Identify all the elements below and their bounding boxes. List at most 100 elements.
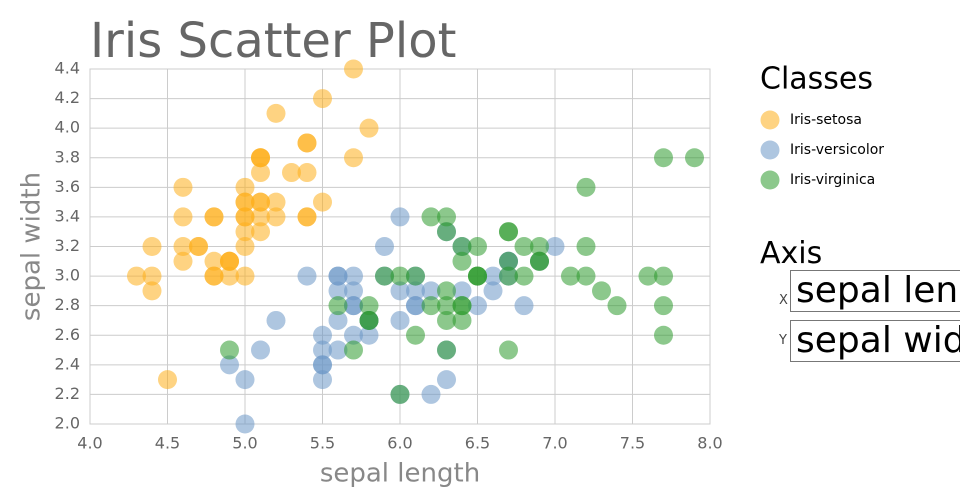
point: [204, 207, 224, 227]
point: [235, 177, 255, 197]
point: [266, 207, 286, 227]
point: [313, 370, 332, 390]
point: [452, 237, 472, 256]
point: [297, 266, 317, 286]
point: [437, 296, 456, 316]
x-tick-label: 7.5: [620, 434, 645, 453]
y-tick-label: 4.2: [55, 88, 80, 107]
point: [483, 266, 503, 286]
point: [344, 266, 363, 286]
point: [142, 237, 162, 256]
point: [328, 296, 348, 316]
point: [127, 266, 146, 286]
point: [375, 266, 394, 286]
point: [344, 325, 363, 345]
point: [251, 222, 270, 242]
y-tick-label: 3.6: [55, 177, 80, 196]
point: [220, 266, 239, 286]
legend-label: Iris-setosa: [790, 112, 862, 128]
point: [499, 340, 518, 360]
point: [437, 281, 456, 301]
point: [514, 296, 534, 316]
point: [421, 281, 441, 301]
point: [421, 296, 441, 316]
point: [235, 222, 255, 242]
point: [173, 177, 193, 197]
point: [282, 163, 301, 183]
x-field-label: X: [779, 293, 788, 308]
point: [561, 266, 580, 286]
point: [220, 340, 239, 360]
legend-swatch: [760, 140, 780, 160]
point: [545, 237, 565, 256]
point: [437, 370, 456, 390]
point: [235, 370, 255, 390]
legend-label: Iris-virginica: [790, 172, 875, 188]
point: [204, 266, 224, 286]
x-axis-label: sepal length: [320, 459, 480, 489]
point: [173, 207, 193, 227]
point: [483, 281, 503, 301]
y-tick-label: 3.8: [55, 147, 80, 166]
point: [313, 325, 332, 345]
point: [499, 266, 518, 286]
point: [576, 266, 596, 286]
point: [406, 266, 425, 286]
point: [654, 325, 673, 345]
y-tick-label: 3.2: [55, 236, 80, 255]
point: [251, 148, 270, 168]
x-tick-label: 6.5: [465, 434, 490, 453]
point: [344, 340, 363, 360]
point: [406, 325, 425, 345]
point: [235, 266, 255, 286]
y-tick-label: 2.6: [55, 325, 80, 344]
y-tick-label: 2.0: [55, 414, 80, 433]
point: [421, 384, 441, 404]
point: [328, 340, 348, 360]
point: [499, 251, 518, 271]
point: [359, 310, 379, 330]
point: [235, 192, 255, 212]
y-field[interactable]: sepal width: [790, 320, 960, 362]
point: [452, 281, 472, 301]
point: [468, 237, 487, 256]
point: [173, 251, 193, 271]
point: [313, 89, 332, 109]
point: [235, 207, 255, 227]
point: [576, 237, 596, 256]
y-axis-label: sepal width: [17, 172, 47, 321]
point: [251, 192, 270, 212]
legend-title: Classes: [760, 62, 873, 97]
point: [266, 310, 286, 330]
x-tick-label: 6.0: [387, 434, 412, 453]
axis-title: Axis: [760, 236, 823, 271]
legend-label: Iris-versicolor: [790, 142, 884, 158]
point: [266, 192, 286, 212]
point: [654, 296, 673, 316]
legend-swatch: [760, 110, 780, 130]
point: [390, 207, 410, 227]
point: [328, 266, 348, 286]
point: [359, 296, 379, 316]
point: [313, 192, 332, 212]
point: [437, 310, 456, 330]
point: [468, 266, 487, 286]
point: [468, 296, 487, 316]
x-field[interactable]: sepal length: [790, 270, 960, 312]
point: [251, 163, 270, 183]
point: [266, 103, 286, 123]
point: [375, 237, 394, 256]
point: [344, 281, 363, 301]
y-field-label: Y: [779, 333, 787, 348]
point: [654, 148, 673, 168]
point: [638, 266, 658, 286]
point: [142, 281, 162, 301]
point: [142, 266, 162, 286]
point: [344, 59, 363, 79]
x-tick-label: 5.5: [310, 434, 335, 453]
point: [328, 310, 348, 330]
point: [235, 237, 255, 256]
point: [406, 296, 425, 316]
x-tick-label: 8.0: [697, 434, 722, 453]
